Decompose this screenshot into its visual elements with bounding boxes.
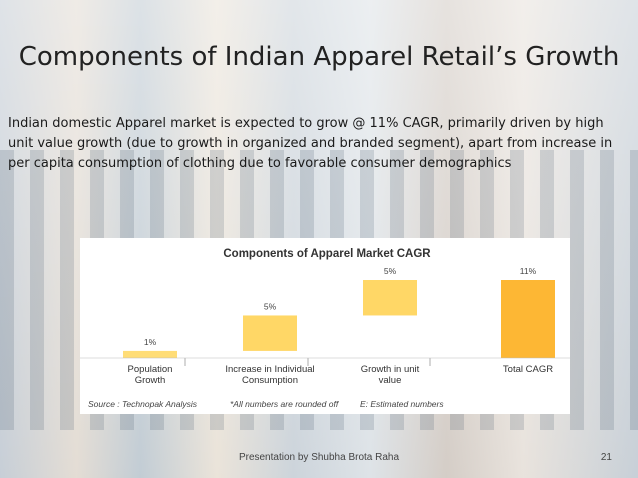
chart-note-3: E: Estimated numbers bbox=[360, 399, 444, 409]
data-label-1: 1% bbox=[144, 337, 157, 347]
data-label-3: 5% bbox=[384, 266, 397, 276]
data-label-2: 5% bbox=[264, 301, 277, 311]
data-label-4: 11% bbox=[520, 266, 537, 276]
category-label-3-line-1: Growth in unit bbox=[361, 364, 420, 375]
bar-1 bbox=[123, 350, 177, 358]
bar-3 bbox=[363, 280, 417, 316]
intro-paragraph: Indian domestic Apparel market is expect… bbox=[8, 116, 613, 171]
category-label-3-line-2: value bbox=[379, 375, 402, 386]
category-label-2-line-1: Increase in Individual bbox=[225, 364, 314, 375]
bar-4 bbox=[501, 280, 555, 358]
category-label-2-line-2: Consumption bbox=[242, 375, 298, 386]
category-label-4-line-1: Total CAGR bbox=[503, 364, 553, 375]
bar-2 bbox=[243, 315, 297, 351]
category-label-1-line-1: Population bbox=[128, 364, 173, 375]
apparel-cagr-chart: Components of Apparel Market CAGR 1% Popul… bbox=[80, 248, 570, 409]
footer-credit: Presentation by Shubha Brota Raha bbox=[238, 452, 400, 463]
chart-note-1: Source : Technopak Analysis bbox=[88, 399, 198, 409]
category-label-1-line-2: Growth bbox=[135, 375, 166, 386]
page-number: 21 bbox=[600, 452, 612, 463]
chart-panel: Components of Apparel Market CAGR 1% Popul… bbox=[80, 238, 570, 414]
chart-title: Components of Apparel Market CAGR bbox=[223, 248, 431, 260]
chart-note-2: *All numbers are rounded off bbox=[230, 399, 340, 409]
slide-title: Components of Indian Apparel Retail’s Gr… bbox=[18, 42, 620, 72]
